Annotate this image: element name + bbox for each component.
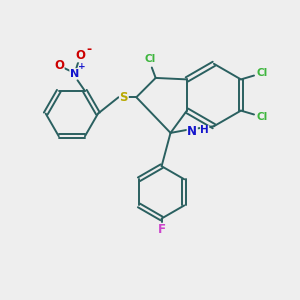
Text: O: O xyxy=(54,59,64,72)
Text: -: - xyxy=(87,44,92,56)
Text: Cl: Cl xyxy=(145,55,156,64)
Text: F: F xyxy=(158,223,166,236)
Text: N: N xyxy=(187,124,197,138)
Text: S: S xyxy=(120,91,128,104)
Text: Cl: Cl xyxy=(257,68,268,78)
Text: Cl: Cl xyxy=(257,112,268,122)
Text: +: + xyxy=(78,62,86,71)
Text: O: O xyxy=(75,49,85,62)
Text: H: H xyxy=(200,125,209,136)
Text: N: N xyxy=(70,69,79,79)
